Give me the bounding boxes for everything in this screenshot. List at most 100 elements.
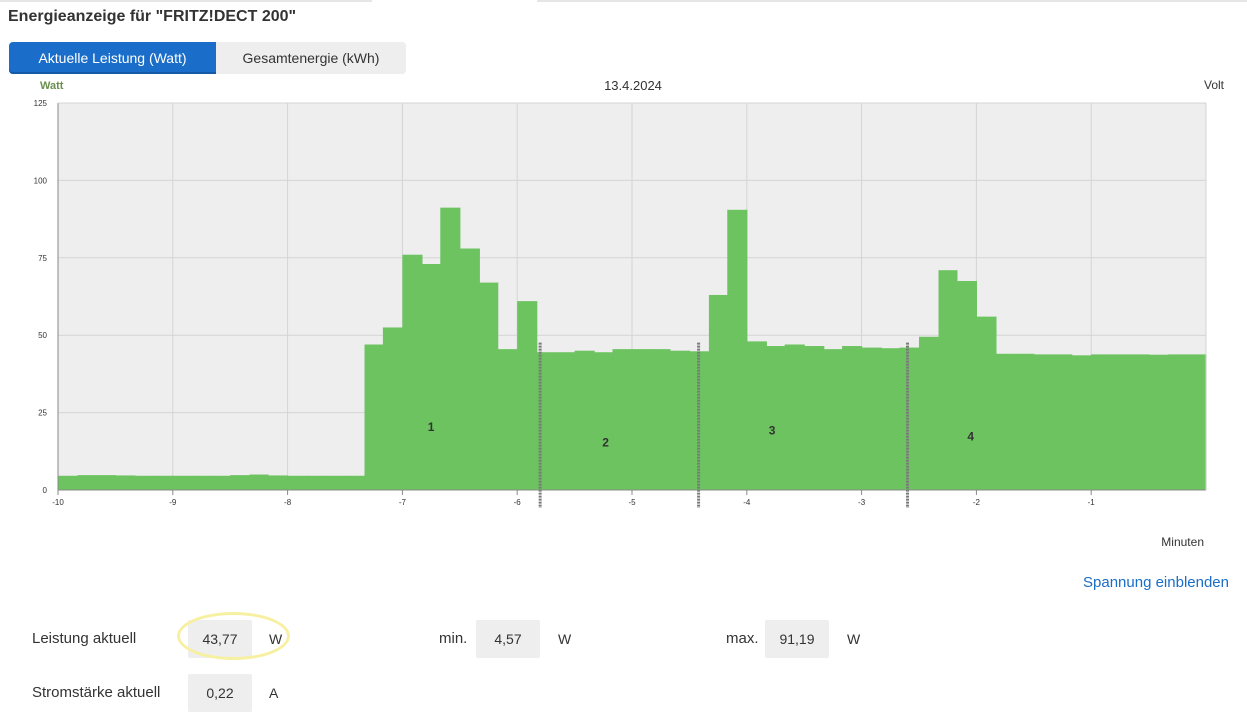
tab-total-energy[interactable]: Gesamtenergie (kWh) (216, 42, 406, 74)
current-label: Stromstärke aktuell (32, 684, 161, 701)
bar (823, 349, 843, 490)
bar (134, 475, 154, 490)
bar (976, 316, 997, 490)
bar (632, 349, 653, 490)
bar (325, 475, 346, 490)
bar (421, 263, 441, 490)
bar (555, 352, 576, 490)
power-max-value: 91,19 (765, 620, 829, 658)
y-tick-label: 100 (34, 176, 48, 185)
power-max-label: max. (726, 630, 759, 647)
bar (497, 349, 518, 490)
bar (842, 346, 863, 490)
y-tick-label: 25 (38, 409, 47, 418)
power-chart: 13.4.2024 Watt Volt Minuten 0 25 50 75 100 12… (0, 76, 1247, 556)
bar (95, 475, 116, 490)
bar (382, 327, 403, 490)
bar (153, 475, 174, 490)
power-max-unit: W (847, 631, 861, 647)
bar (172, 475, 193, 490)
bar (995, 353, 1015, 490)
phase-label: 3 (769, 423, 776, 437)
power-current-label: Leistung aktuell (32, 630, 137, 647)
current-unit: A (269, 685, 279, 701)
bar (784, 344, 805, 490)
power-min-label: min. (439, 630, 468, 647)
bar (345, 475, 366, 490)
bar (307, 475, 327, 490)
bar (669, 350, 690, 490)
bar (1091, 354, 1112, 490)
x-tick-label: -10 (52, 498, 64, 507)
bar (402, 254, 423, 490)
bar (746, 341, 767, 490)
bar (58, 475, 79, 490)
phase-label: 4 (967, 429, 974, 443)
y-axis-label-right: Volt (1204, 78, 1225, 92)
power-min-value: 4,57 (476, 620, 540, 658)
tab-bar: Aktuelle Leistung (Watt) Gesamtenergie (… (9, 42, 406, 74)
bar (708, 294, 728, 490)
bar (956, 281, 977, 490)
x-tick-label: -4 (743, 498, 751, 507)
x-axis-label: Minuten (1161, 535, 1204, 549)
y-tick-label: 50 (38, 331, 47, 340)
x-tick-label: -2 (973, 498, 981, 507)
highlight-ellipse (177, 612, 290, 660)
bar (1110, 354, 1130, 490)
bar (612, 349, 633, 490)
top-divider (0, 0, 1247, 2)
bar (1168, 354, 1188, 490)
bar (364, 344, 384, 490)
bar (1071, 355, 1092, 490)
y-axis-label-left: Watt (40, 80, 64, 92)
x-tick-label: -9 (169, 498, 177, 507)
x-tick-label: -1 (1088, 498, 1096, 507)
x-tick-label: -7 (399, 498, 407, 507)
bar (230, 475, 251, 490)
bar (899, 347, 920, 490)
bar (268, 475, 289, 490)
bar (440, 207, 461, 490)
bar (766, 346, 786, 490)
bar (210, 475, 231, 490)
chart-title: 13.4.2024 (604, 78, 662, 93)
bar (1186, 354, 1207, 490)
bar (517, 301, 538, 490)
bar (919, 336, 940, 490)
power-current-unit: W (269, 631, 283, 647)
bar (77, 475, 97, 490)
page-title: Energieanzeige für "FRITZ!DECT 200" (8, 8, 297, 25)
bar (651, 349, 671, 490)
bar (192, 475, 212, 490)
power-min-unit: W (558, 631, 572, 647)
x-tick-label: -6 (514, 498, 522, 507)
tab-current-power[interactable]: Aktuelle Leistung (Watt) (9, 42, 216, 74)
phase-label: 2 (602, 436, 609, 450)
bar (689, 351, 710, 490)
x-tick-label: -8 (284, 498, 292, 507)
bar (479, 282, 499, 490)
bar (861, 347, 882, 490)
bar (1148, 354, 1169, 490)
x-tick-label: -5 (628, 498, 636, 507)
phase-label: 1 (428, 420, 435, 434)
bar (804, 346, 825, 490)
bar (249, 474, 269, 490)
y-tick-label: 0 (43, 486, 48, 495)
bar (938, 270, 958, 490)
bar (1053, 354, 1073, 490)
x-tick-label: -3 (858, 498, 866, 507)
bar (1014, 353, 1035, 490)
y-tick-label: 75 (38, 254, 47, 263)
bar (115, 475, 136, 490)
show-voltage-link[interactable]: Spannung einblenden (1083, 574, 1229, 591)
bar (574, 350, 595, 490)
bar (287, 475, 308, 490)
y-tick-label: 125 (34, 99, 48, 108)
bar (1129, 354, 1150, 490)
bar (727, 209, 748, 490)
current-value: 0,22 (188, 674, 252, 712)
power-chart-svg: 13.4.2024 Watt Volt Minuten 025507510012… (34, 78, 1225, 549)
bar (881, 348, 901, 490)
